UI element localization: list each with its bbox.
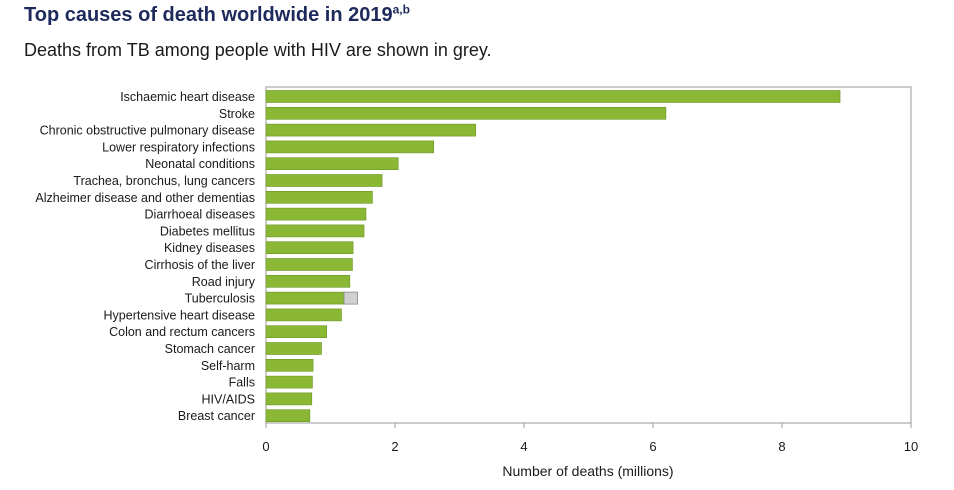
bar-stroke — [265, 107, 667, 120]
category-label-trachea-bronchus-lung-cancers: Trachea, bronchus, lung cancers — [73, 174, 255, 188]
bar-falls — [265, 375, 313, 389]
bar-alzheimer-disease-and-other-dementias — [265, 191, 373, 204]
category-labels: Ischaemic heart disease Stroke Chronic obs… — [35, 90, 255, 423]
category-label-diarrhoeal-diseases: Diarrhoeal diseases — [145, 208, 255, 222]
category-label-hiv-aids: HIV/AIDS — [202, 392, 256, 406]
x-tick-label: 4 — [520, 439, 527, 454]
category-label-stomach-cancer: Stomach cancer — [165, 342, 255, 356]
chart-title-text: Top causes of death worldwide in 2019 — [24, 4, 393, 26]
bar-tuberculosis-hiv-tb — [343, 291, 358, 305]
title-superscript: a,b — [392, 2, 410, 17]
bars-group — [265, 90, 841, 423]
bar-kidney-diseases — [265, 241, 354, 254]
x-tick-label: 8 — [778, 439, 785, 454]
category-label-self-harm: Self-harm — [201, 359, 255, 373]
bar-breast-cancer — [265, 409, 311, 423]
category-label-diabetes-mellitus: Diabetes mellitus — [160, 224, 255, 238]
bar-lower-respiratory-infections — [265, 140, 434, 154]
bar-cirrhosis-of-the-liver — [265, 258, 353, 271]
bar-chronic-obstructive-pulmonary-disease — [265, 123, 476, 137]
category-label-tuberculosis: Tuberculosis — [185, 292, 255, 306]
bar-diabetes-mellitus — [265, 224, 365, 238]
x-axis-ticks: 0 2 4 6 8 10 — [262, 423, 918, 454]
bar-colon-and-rectum-cancers — [265, 325, 327, 339]
bar-self-harm — [265, 358, 314, 372]
plot-area-frame — [265, 86, 912, 424]
category-label-breast-cancer: Breast cancer — [178, 409, 255, 423]
category-label-cirrhosis-of-the-liver: Cirrhosis of the liver — [145, 258, 255, 272]
category-label-road-injury: Road injury — [192, 275, 256, 289]
chart-subtitle: Deaths from TB among people with HIV are… — [24, 40, 492, 60]
bar-hiv-aids — [265, 392, 313, 406]
x-tick-label: 0 — [262, 439, 269, 454]
bar-trachea-bronchus-lung-cancers — [265, 174, 383, 187]
bar-neonatal-conditions — [265, 157, 399, 170]
x-tick-label: 2 — [391, 439, 398, 454]
category-label-colon-and-rectum-cancers: Colon and rectum cancers — [109, 325, 255, 339]
chart-title: Top causes of death worldwide in 2019a,b — [24, 2, 410, 27]
bar-diarrhoeal-diseases — [265, 207, 367, 221]
bar-tuberculosis — [265, 291, 345, 305]
category-label-lower-respiratory-infections: Lower respiratory infections — [102, 140, 255, 154]
category-label-ischaemic-heart-disease: Ischaemic heart disease — [120, 90, 255, 104]
bar-road-injury — [265, 274, 351, 288]
category-label-neonatal-conditions: Neonatal conditions — [145, 157, 255, 171]
x-tick-label: 6 — [649, 439, 656, 454]
x-axis-title: Number of deaths (millions) — [502, 463, 673, 479]
x-tick-label: 10 — [904, 439, 918, 454]
category-label-falls: Falls — [229, 376, 255, 390]
bar-hypertensive-heart-disease — [265, 308, 342, 322]
category-label-chronic-obstructive-pulmonary-disease: Chronic obstructive pulmonary disease — [40, 124, 255, 138]
category-label-hypertensive-heart-disease: Hypertensive heart disease — [104, 308, 256, 322]
bar-stomach-cancer — [265, 342, 322, 355]
category-label-kidney-diseases: Kidney diseases — [164, 241, 255, 255]
category-label-stroke: Stroke — [219, 107, 255, 121]
category-label-alzheimer-disease-and-other-dementias: Alzheimer disease and other dementias — [35, 191, 255, 205]
bar-ischaemic-heart-disease — [265, 90, 841, 103]
